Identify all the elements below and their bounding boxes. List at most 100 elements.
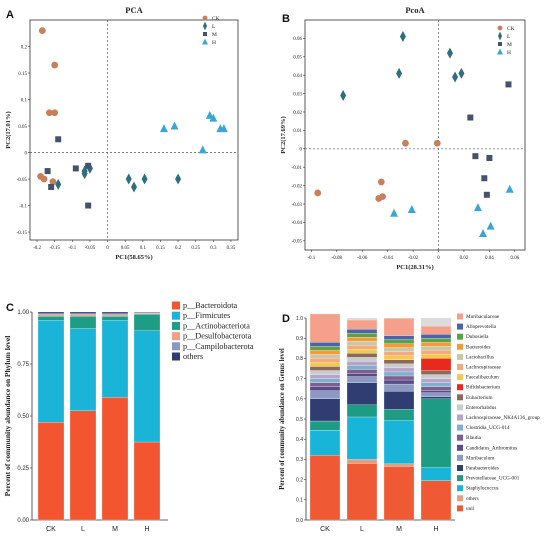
point-l	[141, 173, 148, 185]
x-axis-label: PC1(28.31%)	[396, 264, 433, 271]
panel-d-stacked-bar: 0.0 0.1 0.2 0.3 0.4 0.5 0.6 0.7 0.8 0.9 1.0 Percent…	[279, 313, 540, 533]
y-tick-label: -0.01	[292, 166, 303, 171]
legend-label: p__Firmicutes	[183, 311, 230, 320]
bar-segment-others	[346, 459, 378, 464]
bar-segment-candidatus-arthromitus	[420, 390, 452, 393]
bar-segment-enterorhabdus	[346, 357, 378, 362]
bar-segment-unil	[383, 466, 415, 521]
bar-segment-enterorhabdus	[309, 370, 341, 375]
bar-segment-alloprevotella	[420, 334, 452, 339]
y-tick-label: -0.15	[17, 231, 28, 236]
bar-segment-others	[383, 463, 415, 467]
legend-label: p__Campilobacterota	[183, 342, 254, 351]
legend-label: Enterorhabdus	[466, 405, 496, 411]
legend-swatch-faecalibaculum	[457, 374, 463, 381]
category-label: CK	[46, 526, 56, 533]
point-m	[481, 175, 488, 182]
y-tick-label: 0.25	[17, 466, 29, 472]
legend-label: CK	[507, 26, 515, 32]
bar-segment-lachnospiraceae	[383, 351, 415, 356]
y-tick-label: 0.04	[293, 74, 302, 79]
panel-label-a: A	[6, 9, 14, 21]
y-tick-label: 0.2	[21, 45, 28, 50]
bar-segment-muribaculaceae	[383, 318, 415, 336]
bar-segment-parabacteroides	[309, 398, 341, 422]
legend-label: Lachnospiraceae	[466, 365, 502, 371]
bar-segment-faecalibaculum	[309, 362, 341, 367]
legend-label: Faecalibaculum	[466, 375, 499, 381]
y-tick-label: 0.05	[18, 125, 27, 130]
bar-segment-alloprevotella	[309, 342, 341, 347]
legend-swatch-blautia	[457, 434, 463, 441]
legend-label: Lactobacillus	[466, 354, 494, 360]
point-m	[55, 136, 62, 143]
bar-segment-others	[37, 311, 65, 314]
bar-segment-blautia	[346, 369, 378, 374]
bar-segment-parabacteroides	[383, 390, 415, 410]
bar-segment-lachnospiraceae	[346, 345, 378, 350]
point-h	[505, 184, 514, 193]
point-h	[170, 121, 179, 130]
point-m	[505, 81, 512, 88]
bar-segment-bacteroides	[346, 337, 378, 342]
y-tick-label: -0.03	[292, 203, 303, 208]
bar-segment-muribaculum	[420, 392, 452, 397]
y-tick-label: -0.05	[292, 240, 303, 245]
bar-segment-lachnospiraceae	[420, 350, 452, 355]
panel-label-b: B	[282, 13, 290, 25]
y-tick-label: 0.06	[293, 37, 302, 42]
legend-marker-h	[497, 48, 503, 55]
bar-segment-eubacterium	[420, 370, 452, 375]
bar-segment-dubosiella	[346, 333, 378, 338]
bar-segment-prevotellaceae-ucg-001	[420, 398, 452, 468]
legend-swatch-staphylococcus	[457, 485, 463, 492]
legend-label: Clostridia_UCG-014	[466, 425, 510, 431]
legend-swatch-others	[172, 352, 180, 361]
bar-segment-muribaculum	[383, 383, 415, 392]
x-tick-label: -0.1	[307, 256, 315, 261]
bar-segment-faecalibaculum	[346, 349, 378, 354]
plot-frame	[29, 19, 239, 241]
point-m	[44, 168, 51, 175]
bar-segment-p-desulfobacterota	[101, 314, 129, 317]
bar-segment-lachnospiraceae-nk4a136-group	[420, 378, 452, 383]
point-m	[472, 153, 479, 160]
bar-segment-p-firmicutes	[69, 328, 97, 411]
y-axis-label: PC2(17.01%)	[5, 111, 12, 148]
bar-segment-p-firmicutes	[101, 320, 129, 398]
legend-swatch-bifidobacterium	[457, 384, 463, 391]
x-tick-label: 0.3	[210, 246, 217, 251]
point-m	[467, 114, 474, 121]
category-label: M	[112, 526, 118, 533]
bar-segment-others	[133, 311, 161, 313]
bar-remainder	[347, 318, 377, 321]
bar-segment-prevotellaceae-ucg-001	[309, 420, 341, 431]
legend-label: others	[466, 496, 479, 502]
category-label: L	[81, 526, 85, 533]
legend-marker-l	[498, 31, 502, 41]
y-tick-label: 0.0	[296, 518, 303, 524]
bar-segment-p-campilobacterota	[101, 313, 129, 316]
bar-segment-unil	[309, 455, 341, 521]
legend-label: M	[212, 32, 217, 38]
bar-segment-p-actinobacteriota	[133, 313, 161, 331]
y-tick-label: 0.03	[293, 92, 302, 97]
x-tick-label: 0.04	[485, 256, 494, 261]
category-label: L	[360, 526, 364, 533]
bar-segment-muribaculum	[346, 376, 378, 383]
bar-segment-p-desulfobacterota	[69, 314, 97, 317]
bar-segment-muribaculaceae	[420, 325, 452, 335]
bar-remainder	[421, 318, 451, 327]
x-tick-label: 0.05	[121, 246, 130, 251]
y-axis-label: Percent of community abundance on Phylum…	[3, 336, 12, 497]
bar-segment-parabacteroides	[420, 396, 452, 399]
legend-swatch-others	[457, 495, 463, 502]
point-h	[390, 208, 399, 217]
legend-label: Staphylococcus	[466, 486, 499, 492]
bar-segment-clostridia-ucg-014	[383, 371, 415, 377]
bar-segment-lactobacillus	[346, 341, 378, 346]
point-m	[483, 191, 490, 198]
bar-segment-prevotellaceae-ucg-001	[383, 409, 415, 421]
x-tick-label: -0.08	[332, 256, 343, 261]
point-m	[486, 155, 493, 161]
